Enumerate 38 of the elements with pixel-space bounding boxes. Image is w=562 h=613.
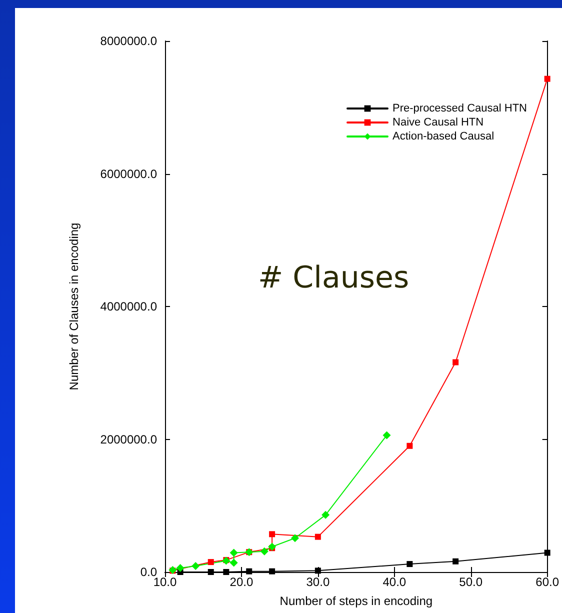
point (208, 569, 214, 575)
point (314, 534, 321, 540)
x-tick-label: 50.0 (459, 575, 483, 589)
point (452, 558, 459, 564)
legend-label: Naive Causal HTN (392, 116, 484, 128)
x-axis-title: Number of steps in encoding (280, 594, 433, 608)
point (269, 531, 276, 538)
point (176, 564, 184, 572)
point (452, 359, 459, 366)
x-tick-label: 30.0 (306, 575, 330, 589)
legend-label: Action-based Causal (392, 130, 494, 142)
point (268, 542, 276, 551)
annotation: # Clauses (258, 260, 410, 296)
point (223, 569, 230, 575)
point (246, 568, 252, 574)
point (192, 562, 200, 570)
point (208, 559, 214, 566)
legend-label: Pre-processed Causal HTN (392, 102, 528, 114)
point (406, 442, 413, 449)
point (230, 558, 238, 567)
point (544, 76, 550, 82)
point (290, 534, 299, 542)
y-axis-title: Number of Clauses in encoding (67, 222, 81, 390)
y-tick-label: 2000000.0 (100, 432, 158, 446)
point (230, 548, 238, 557)
y-tick-label: 8000000.0 (100, 34, 158, 48)
x-tick-label: 20.0 (230, 575, 254, 589)
point (544, 550, 550, 556)
x-tick-label: 40.0 (382, 575, 406, 589)
point (260, 547, 268, 556)
point (314, 568, 321, 574)
point (382, 431, 391, 440)
point (322, 510, 330, 519)
y-tick-label: 4000000.0 (100, 300, 158, 314)
x-tick-label: 60.0 (536, 575, 560, 589)
point (269, 568, 276, 574)
y-tick-label: 6000000.0 (100, 166, 158, 181)
point (406, 561, 413, 568)
